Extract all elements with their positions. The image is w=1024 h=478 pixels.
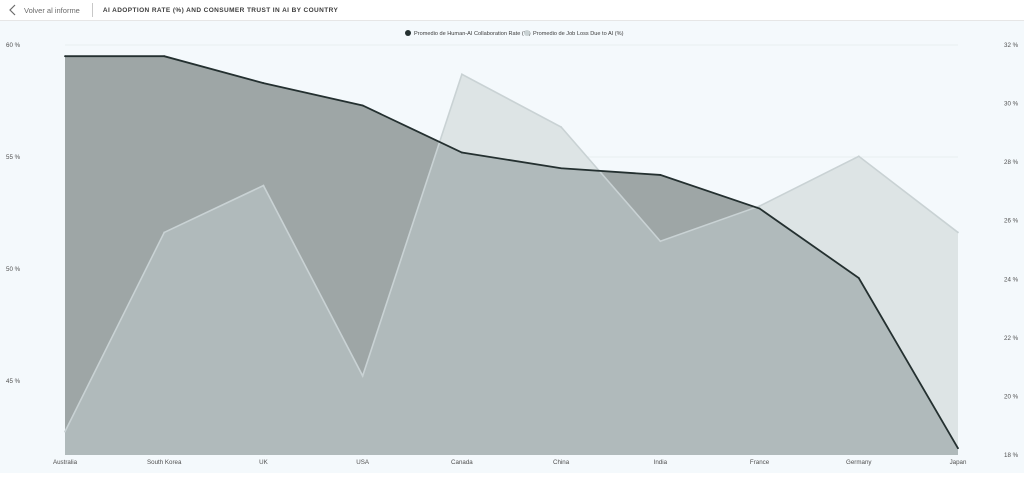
back-to-report-button[interactable]: Volver al informe	[0, 0, 92, 20]
right-tick-label: 26 %	[1004, 218, 1019, 225]
point-collaboration-rate	[857, 277, 860, 279]
point-collaboration-rate	[560, 167, 563, 170]
right-tick-label: 22 %	[1004, 335, 1019, 342]
right-tick-label: 28 %	[1004, 159, 1019, 166]
x-tick-label: South Korea	[147, 459, 182, 466]
legend-marker-job-loss	[524, 30, 530, 36]
legend: Promedio de Human-AI Collaboration Rate …	[405, 30, 624, 37]
point-job-loss	[560, 126, 563, 128]
point-collaboration-rate	[163, 55, 166, 58]
point-job-loss	[163, 231, 166, 234]
point-job-loss	[659, 240, 662, 243]
left-axis: 60 % 55 % 50 % 45 %	[6, 42, 21, 385]
page-title: AI ADOPTION RATE (%) AND CONSUMER TRUST …	[102, 6, 339, 14]
point-job-loss	[361, 375, 364, 377]
chevron-left-icon	[9, 4, 16, 16]
point-job-loss	[758, 205, 761, 207]
point-collaboration-rate	[262, 82, 265, 84]
left-tick-label: 50 %	[6, 266, 21, 273]
x-tick-label: China	[553, 459, 570, 466]
x-tick-label: Canada	[451, 459, 473, 466]
line-job-loss	[64, 73, 959, 432]
right-axis: 32 % 30 % 28 % 26 % 24 % 22 % 20 % 18 %	[1004, 42, 1019, 459]
left-tick-label: 55 %	[6, 154, 21, 161]
right-tick-label: 30 %	[1004, 101, 1019, 108]
x-tick-label: France	[750, 459, 770, 466]
x-tick-label: Australia	[53, 459, 78, 466]
x-tick-label: USA	[356, 459, 370, 466]
point-collaboration-rate	[64, 55, 66, 58]
point-job-loss	[857, 155, 860, 158]
x-tick-label: UK	[259, 459, 268, 466]
point-collaboration-rate	[361, 104, 364, 107]
point-collaboration-rate	[957, 447, 959, 450]
right-tick-label: 18 %	[1004, 452, 1019, 459]
left-tick-label: 45 %	[6, 378, 21, 385]
point-job-loss	[957, 231, 959, 234]
legend-marker-collaboration	[405, 30, 411, 36]
area-chart: 60 % 55 % 50 % 45 % 32 % 30 % 28 % 26 % 24 % 22 …	[6, 30, 1019, 466]
top-bar: Volver al informe AI ADOPTION RATE (%) A…	[0, 0, 1024, 21]
right-tick-label: 20 %	[1004, 393, 1019, 400]
legend-label-collaboration: Promedio de Human-AI Collaboration Rate …	[414, 31, 531, 37]
point-collaboration-rate	[460, 151, 463, 154]
line-collaboration-rate	[65, 55, 959, 449]
x-axis: Australia South Korea UK USA Canada China Indi…	[53, 459, 967, 466]
back-label: Volver al informe	[24, 5, 80, 15]
legend-label-job-loss: Promedio de Job Loss Due to AI (%)	[533, 31, 624, 37]
point-job-loss	[64, 430, 66, 433]
area-overlap	[65, 74, 958, 456]
areas	[64, 55, 959, 456]
point-collaboration-rate	[758, 207, 761, 210]
point-job-loss	[262, 184, 265, 187]
right-tick-label: 32 %	[1004, 42, 1019, 49]
x-tick-label: Germany	[846, 459, 872, 466]
point-collaboration-rate	[659, 174, 662, 176]
right-tick-label: 24 %	[1004, 276, 1019, 283]
left-tick-label: 60 %	[6, 42, 21, 49]
point-job-loss	[460, 73, 463, 76]
divider	[91, 3, 93, 17]
x-tick-label: Japan	[950, 459, 967, 466]
x-tick-label: India	[654, 459, 668, 466]
chart-area: 60 % 55 % 50 % 45 % 32 % 30 % 28 % 26 % 24 % 22 …	[0, 21, 1024, 473]
